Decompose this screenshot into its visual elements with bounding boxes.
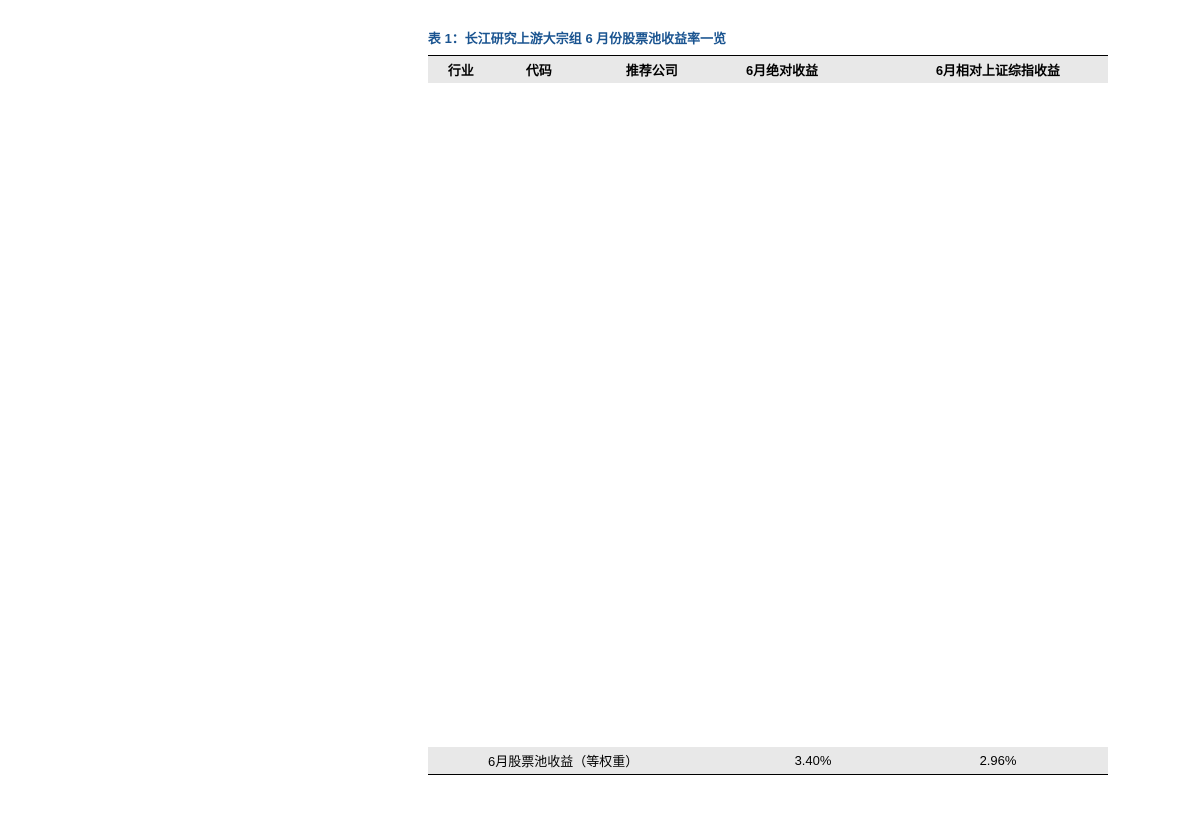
col-header-company: 推荐公司	[618, 56, 738, 84]
summary-row: 6月股票池收益（等权重） 3.40% 2.96%	[428, 747, 1108, 775]
table-title: 表 1：长江研究上游大宗组 6 月份股票池收益率一览	[428, 28, 1108, 47]
col-header-code: 代码	[518, 56, 618, 84]
summary-label: 6月股票池收益（等权重）	[428, 747, 738, 775]
table-container: 表 1：长江研究上游大宗组 6 月份股票池收益率一览 行业 代码 推荐公司 6月…	[428, 28, 1108, 775]
col-header-rel-return: 6月相对上证综指收益	[888, 56, 1108, 84]
summary-abs-return: 3.40%	[738, 747, 888, 775]
table-body-spacer	[428, 83, 1108, 747]
col-header-industry: 行业	[428, 56, 518, 84]
col-header-abs-return: 6月绝对收益	[738, 56, 888, 84]
table-header-row: 行业 代码 推荐公司 6月绝对收益 6月相对上证综指收益	[428, 56, 1108, 84]
summary-rel-return: 2.96%	[888, 747, 1108, 775]
returns-table: 行业 代码 推荐公司 6月绝对收益 6月相对上证综指收益 6月股票池收益（等权重…	[428, 55, 1108, 775]
